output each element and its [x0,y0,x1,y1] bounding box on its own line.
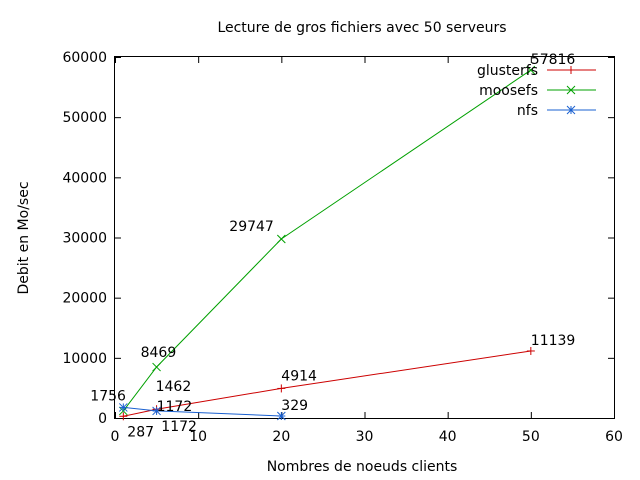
x-tick-label: 10 [189,429,207,445]
data-point-glusterfs [277,384,286,393]
series-moosefs: 1172 8469 29747 57816 [118,52,576,435]
marker-stroke [566,105,576,115]
data-label-moosefs: 1172 [161,419,197,435]
legend-item-moosefs: moosefs [479,83,596,99]
x-tick-label: 50 [522,429,540,445]
data-label-glusterfs: 1462 [156,379,192,395]
y-tick-label: 10000 [62,351,107,367]
y-tick-label: 20000 [62,291,107,307]
legend: glusterfs moosefs nfs [477,63,596,119]
data-label-nfs: 329 [281,398,308,414]
series-glusterfs: 287 1462 4914 11139 [119,333,575,440]
marker-stroke [526,65,536,75]
data-point-nfs [276,411,286,421]
data-point-moosefs [152,362,161,372]
data-point-moosefs [276,234,286,244]
marker-stroke [152,406,161,416]
legend-item-glusterfs: glusterfs [477,63,596,79]
y-tick-label: 0 [98,411,107,427]
data-point-glusterfs [526,346,535,355]
data-point-nfs [118,403,128,412]
legend-label: glusterfs [477,63,538,79]
series-layer: 2871462491411139117284692974757816175611… [90,52,575,440]
marker-stroke [118,403,128,412]
legend-marker [566,85,576,95]
data-label-glusterfs: 287 [127,424,154,440]
y-tick-label: 30000 [62,231,107,247]
legend-label: moosefs [479,83,538,99]
data-label-glusterfs: 11139 [531,333,576,349]
x-tick-label: 30 [356,429,374,445]
data-label-nfs: 1172 [157,399,193,415]
data-point-glusterfs [119,412,128,421]
data-label-moosefs: 8469 [141,345,177,361]
legend-marker [567,66,575,74]
data-point-nfs [152,406,161,416]
x-tick-label: 40 [439,429,457,445]
y-axis-label: Debit en Mo/sec [16,181,32,294]
x-tick-label: 20 [272,429,290,445]
chart-title: Lecture de gros fichiers avec 50 serveur… [217,20,506,36]
axes: 0 10 20 30 40 50 60 0 10000 20000 30000 40000 50000 6… [62,50,622,445]
data-label-nfs: 1756 [90,388,126,404]
data-label-moosefs: 29747 [229,219,274,235]
plot-frame [114,56,615,419]
data-label-glusterfs: 4914 [281,368,317,384]
y-tick-label: 50000 [62,110,107,126]
data-label-moosefs: 57816 [531,52,576,68]
marker-stroke [276,234,286,244]
x-tick-label: 0 [111,429,120,445]
marker-stroke [152,362,161,372]
x-axis-label: Nombres de noeuds clients [267,459,458,475]
series-nfs: 1756 1172 329 [90,388,308,421]
legend-label: nfs [517,103,538,119]
series-line-glusterfs [123,350,531,417]
marker-stroke [566,85,576,95]
y-tick-label: 60000 [62,50,107,66]
data-point-moosefs [526,65,536,75]
x-tick-label: 60 [605,429,623,445]
legend-item-nfs: nfs [517,103,596,119]
marker-stroke [276,411,286,421]
series-line-moosefs [122,69,532,412]
y-tick-label: 40000 [62,170,107,186]
legend-marker [566,105,576,115]
